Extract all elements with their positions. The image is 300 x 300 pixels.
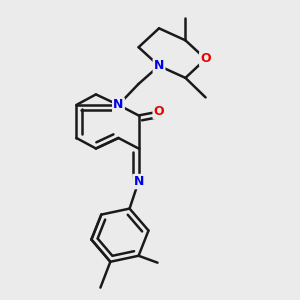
Text: N: N xyxy=(113,98,124,111)
Text: O: O xyxy=(154,105,164,118)
Text: N: N xyxy=(154,59,164,72)
Text: O: O xyxy=(200,52,211,65)
Text: N: N xyxy=(134,175,144,188)
